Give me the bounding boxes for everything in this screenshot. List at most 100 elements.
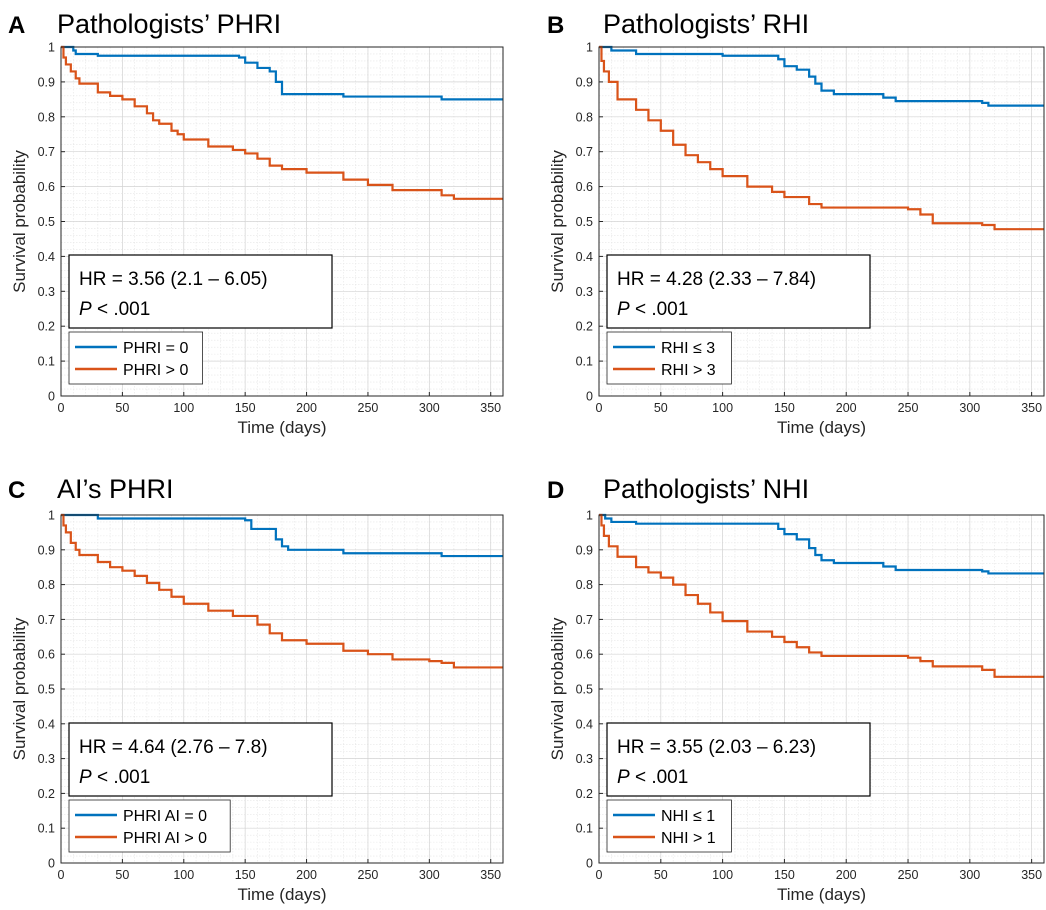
x-tick-label: 0 (596, 401, 603, 415)
y-tick-label: 0.4 (576, 250, 593, 264)
y-tick-label: 0.4 (576, 717, 593, 731)
p-value-text: P < .001 (617, 767, 688, 788)
x-tick-label: 100 (173, 401, 194, 415)
y-tick-label: 0.3 (38, 285, 55, 299)
x-tick-label: 350 (1021, 401, 1042, 415)
y-axis-label: Survival probability (10, 150, 29, 293)
x-tick-label: 0 (58, 401, 65, 415)
hr-box-frame (606, 254, 871, 329)
panel-letter: D (547, 477, 564, 504)
y-tick-label: 0.5 (38, 683, 55, 697)
hazard-ratio-box: HR = 4.64 (2.76 – 7.8) P < .001 (68, 722, 333, 797)
survival-curve-high (61, 45, 503, 200)
y-tick-label: 0.3 (576, 752, 593, 766)
legend-label: RHI ≤ 3 (661, 340, 715, 357)
x-tick-label: 100 (173, 868, 194, 882)
survival-curve-low (599, 513, 1044, 575)
panel-title: Pathologists’ PHRI (57, 9, 281, 39)
x-tick-label: 300 (419, 401, 440, 415)
survival-curve-low (61, 513, 503, 558)
panel-title: Pathologists’ NHI (603, 474, 809, 504)
x-tick-label: 50 (654, 401, 668, 415)
hazard-ratio-box: HR = 4.28 (2.33 – 7.84) P < .001 (606, 254, 871, 329)
legend-label: NHI ≤ 1 (661, 808, 715, 825)
x-tick-label: 250 (358, 401, 379, 415)
x-tick-label: 150 (774, 401, 795, 415)
p-symbol: P (617, 767, 630, 788)
legend: RHI ≤ 3 RHI > 3 (606, 331, 732, 385)
y-tick-label: 0.5 (576, 215, 593, 229)
p-symbol: P (617, 299, 630, 320)
x-tick-label: 300 (959, 401, 980, 415)
y-tick-label: 0.8 (576, 578, 593, 592)
y-tick-label: 0.7 (38, 145, 55, 159)
y-tick-label: 0.1 (38, 822, 55, 836)
y-tick-label: 0.4 (38, 250, 55, 264)
y-axis: 0 0.1 0.2 0.3 0.4 0.5 0.6 0.7 0.8 0.9 1 (576, 509, 603, 871)
panel-letter: B (547, 12, 564, 39)
hazard-ratio-text: HR = 3.55 (2.03 – 6.23) (617, 737, 816, 758)
legend-label: PHRI AI = 0 (123, 808, 207, 825)
p-value-text: P < .001 (79, 767, 150, 788)
y-tick-label: 0.2 (38, 320, 55, 334)
legend-label: PHRI = 0 (123, 340, 188, 357)
y-tick-label: 0.9 (38, 75, 55, 89)
x-axis: 0 50 100 150 200 250 300 350 (58, 392, 501, 415)
x-tick-label: 350 (480, 401, 501, 415)
hazard-ratio-text: HR = 4.64 (2.76 – 7.8) (79, 737, 268, 758)
y-axis: 0 0.1 0.2 0.3 0.4 0.5 0.6 0.7 0.8 0.9 1 (576, 41, 603, 404)
survival-curve-low (61, 45, 503, 101)
y-tick-label: 0.3 (38, 752, 55, 766)
y-tick-label: 0.7 (38, 613, 55, 627)
hr-box-frame (606, 722, 871, 797)
survival-curve-high (599, 45, 1044, 231)
y-tick-label: 0.6 (38, 648, 55, 662)
y-tick-label: 0.6 (576, 180, 593, 194)
p-symbol: P (79, 767, 92, 788)
y-tick-label: 0.5 (576, 683, 593, 697)
y-tick-label: 0.5 (38, 215, 55, 229)
p-value-text: P < .001 (617, 299, 688, 320)
x-tick-label: 50 (654, 868, 668, 882)
x-tick-label: 150 (235, 401, 256, 415)
hr-box-frame (68, 254, 333, 329)
survival-curve-high (599, 513, 1044, 678)
x-tick-label: 200 (836, 868, 857, 882)
y-tick-label: 1 (586, 509, 593, 523)
x-axis-label: Time (days) (237, 418, 326, 437)
p-value: < .001 (92, 299, 151, 320)
panel-b: B Pathologists’ RHI 0 50 100 150 200 250 300 350 T… (547, 9, 1045, 437)
x-tick-label: 250 (358, 868, 379, 882)
y-tick-label: 0.2 (576, 320, 593, 334)
y-tick-label: 0 (48, 390, 55, 404)
hazard-ratio-box: HR = 3.56 (2.1 – 6.05) P < .001 (68, 254, 333, 329)
y-tick-label: 0 (586, 857, 593, 871)
x-tick-label: 200 (296, 401, 317, 415)
hazard-ratio-box: HR = 3.55 (2.03 – 6.23) P < .001 (606, 722, 871, 797)
panel-letter: C (8, 477, 25, 504)
x-tick-label: 200 (296, 868, 317, 882)
y-axis-label: Survival probability (548, 150, 567, 293)
panel-letter: A (8, 12, 25, 39)
x-tick-label: 350 (480, 868, 501, 882)
y-tick-label: 0 (586, 390, 593, 404)
y-tick-label: 0.2 (576, 787, 593, 801)
y-axis-label: Survival probability (548, 617, 567, 760)
y-tick-label: 0.4 (38, 717, 55, 731)
y-tick-label: 0.7 (576, 613, 593, 627)
hazard-ratio-text: HR = 3.56 (2.1 – 6.05) (79, 269, 268, 290)
panel-a: A Pathologists’ PHRI 0 50 100 150 200 250 300 350… (8, 9, 504, 437)
y-tick-label: 0.9 (576, 75, 593, 89)
legend-frame (606, 331, 732, 385)
y-axis-label: Survival probability (10, 617, 29, 760)
x-axis-label: Time (days) (777, 418, 866, 437)
x-axis-label: Time (days) (777, 885, 866, 904)
legend-frame (68, 331, 204, 385)
legend-label: NHI > 1 (661, 830, 716, 847)
p-symbol: P (79, 299, 92, 320)
y-tick-label: 1 (48, 509, 55, 523)
y-tick-label: 0.8 (576, 110, 593, 124)
x-tick-label: 50 (115, 868, 129, 882)
y-tick-label: 0.1 (576, 355, 593, 369)
panel-c: C AI’s PHRI 0 50 100 150 200 250 300 350 Time (day… (8, 474, 504, 904)
